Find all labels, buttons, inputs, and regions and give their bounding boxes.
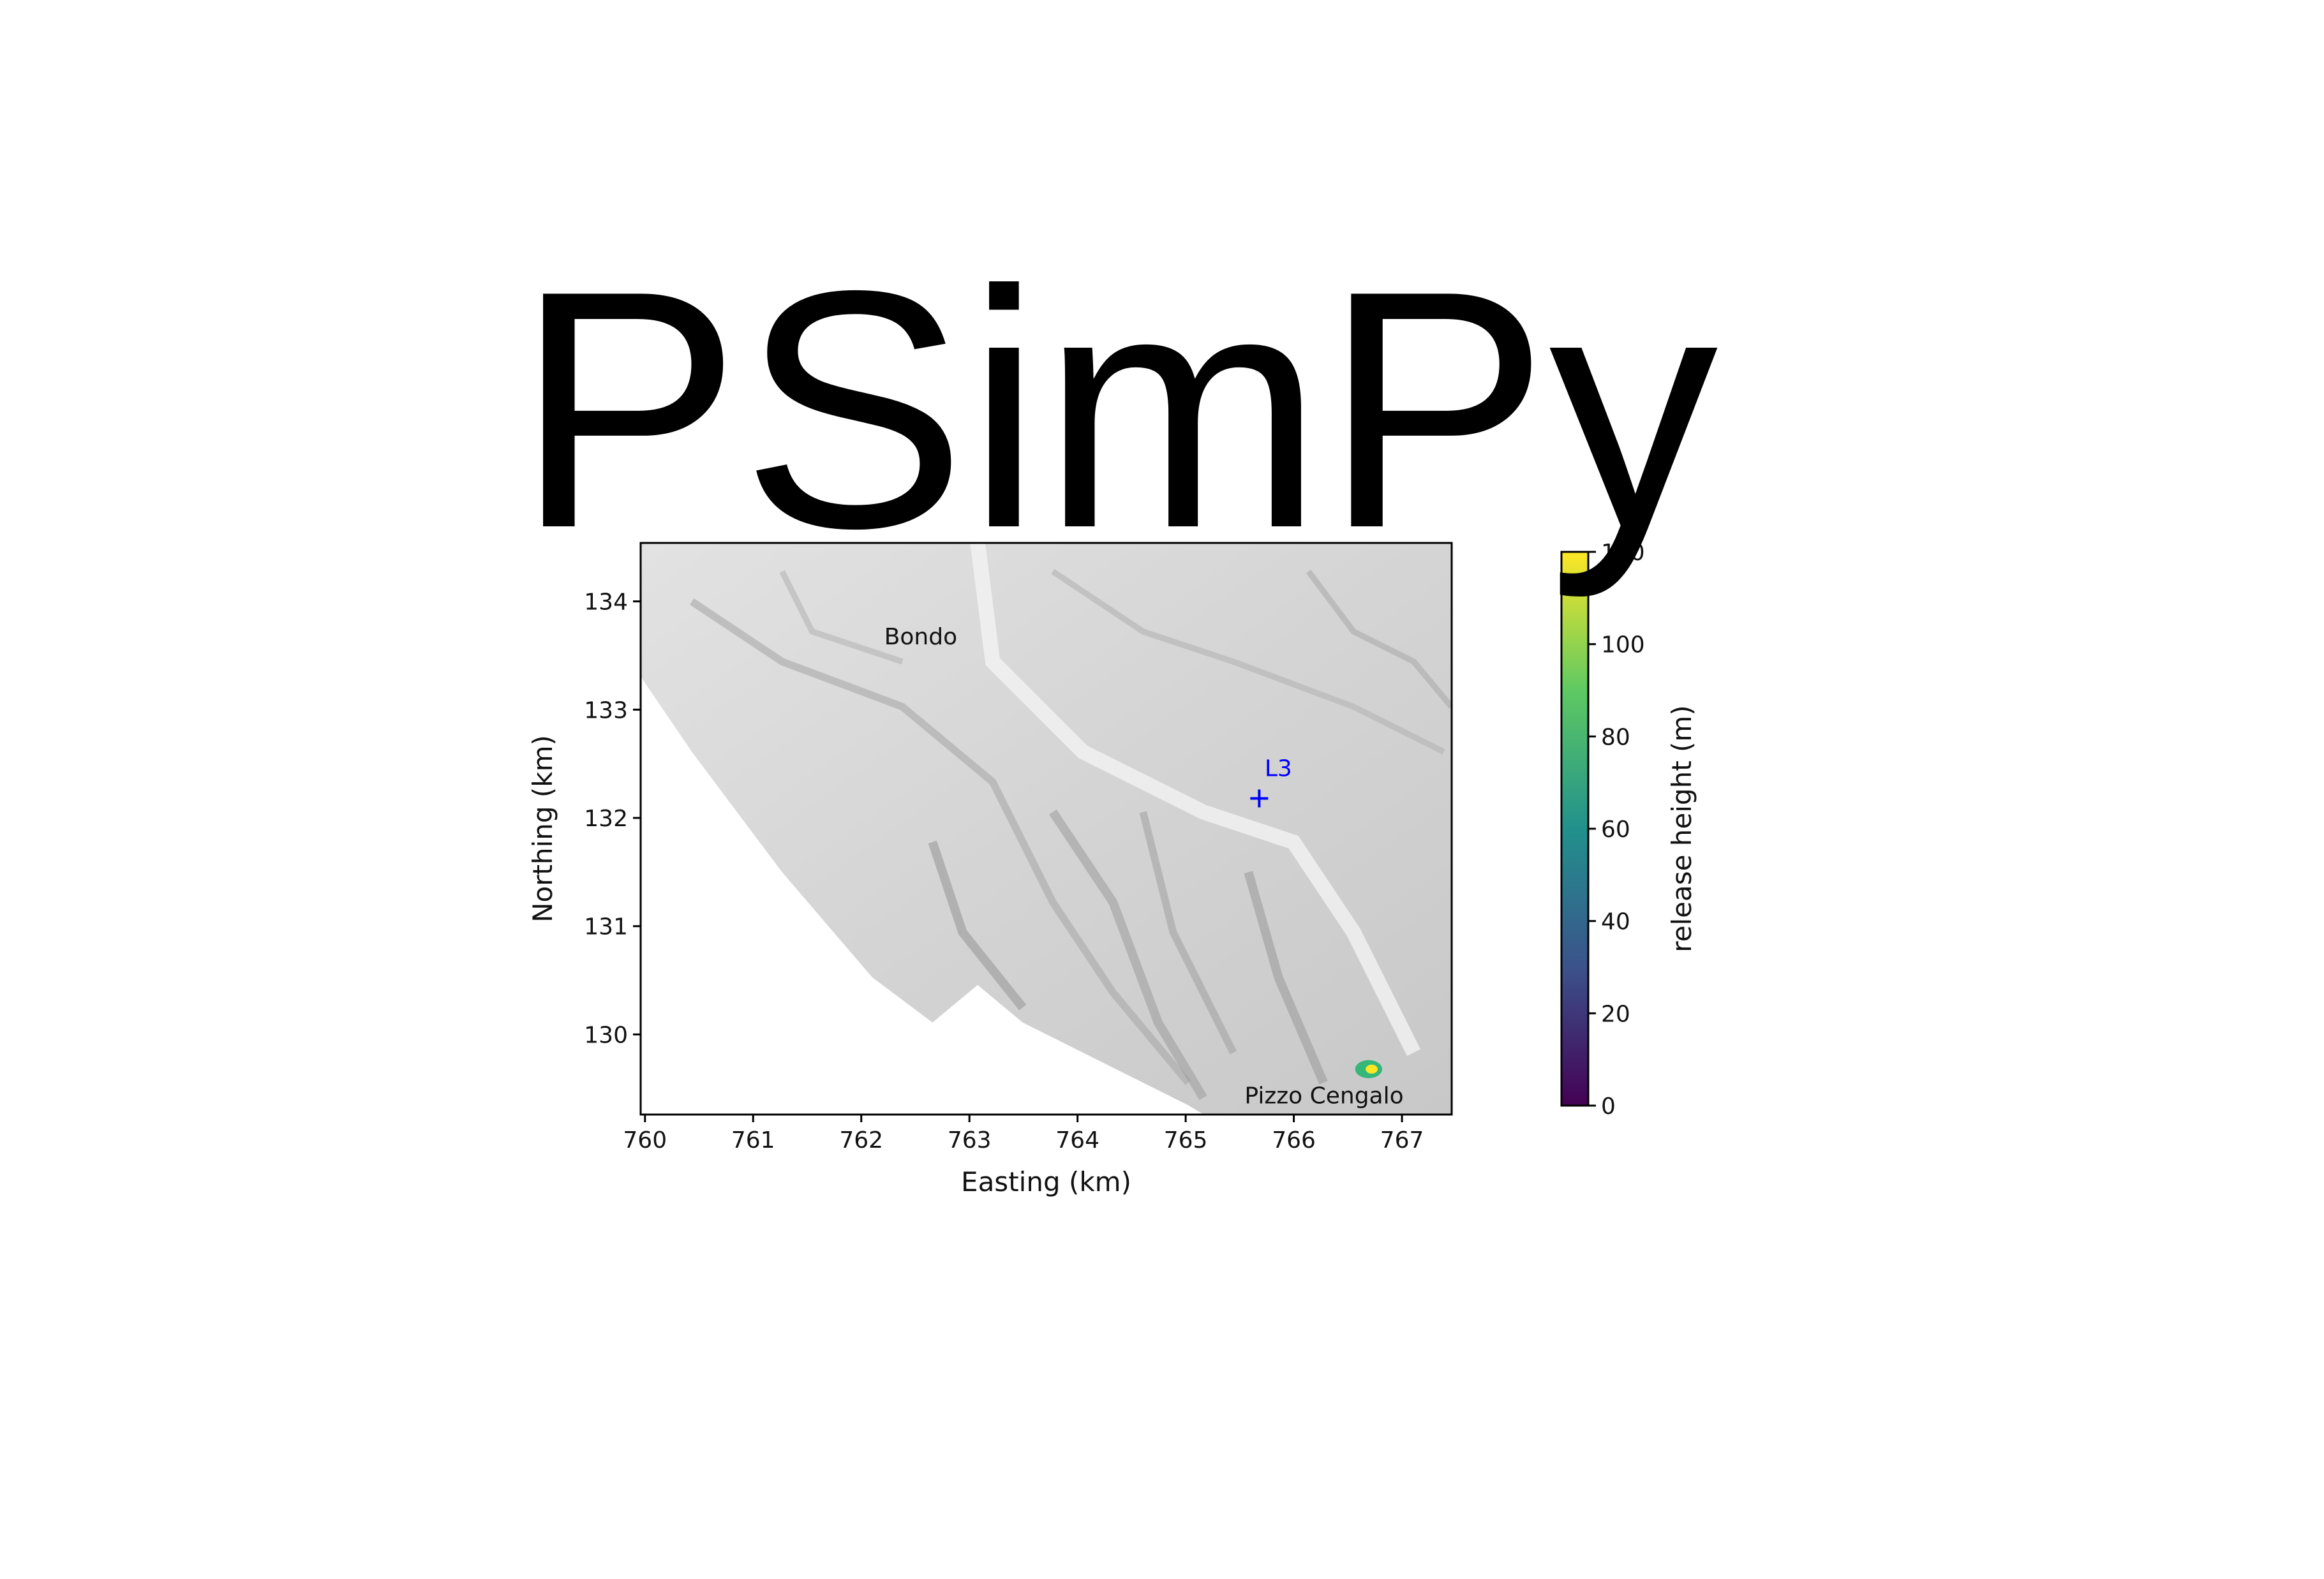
colorbar-tick-label: 0 [1601, 1093, 1616, 1120]
x-tick-label: 767 [1380, 1127, 1424, 1153]
y-tick-label: 132 [584, 806, 628, 832]
annotation: Pizzo Cengalo [1244, 1083, 1403, 1109]
colorbar-tick-label: 20 [1601, 1001, 1630, 1027]
point-label: L3 [1265, 755, 1292, 782]
colorbar-tick-label: 60 [1601, 817, 1630, 843]
colorbar-tick-label: 100 [1601, 632, 1645, 658]
x-tick-label: 764 [1055, 1127, 1099, 1153]
y-tick-label: 134 [584, 589, 628, 616]
y-tick-label: 131 [584, 914, 628, 940]
colorbar-label: release height (m) [1666, 705, 1697, 952]
colorbar [1560, 551, 1590, 1107]
colorbar-tick-label: 80 [1601, 724, 1630, 750]
x-tick-label: 761 [731, 1127, 775, 1153]
x-tick-label: 762 [839, 1127, 883, 1153]
x-tick-label: 765 [1164, 1127, 1208, 1153]
annotation: Bondo [884, 624, 957, 650]
y-tick-label: 133 [584, 697, 628, 723]
y-axis-label: Northing (km) [527, 735, 558, 923]
x-tick-label: 763 [948, 1127, 992, 1153]
axes-frame [639, 542, 1453, 1116]
point-marker [1250, 789, 1269, 808]
x-tick-label: 760 [623, 1127, 667, 1153]
colorbar-tick-label: 40 [1601, 909, 1630, 935]
terrain [641, 543, 1452, 1115]
x-axis-label: Easting (km) [961, 1166, 1131, 1197]
y-tick-label: 130 [584, 1022, 628, 1048]
colorbar-tick-label: 120 [1601, 540, 1645, 566]
x-tick-label: 766 [1272, 1127, 1316, 1153]
title: PSimPy [516, 221, 1718, 600]
